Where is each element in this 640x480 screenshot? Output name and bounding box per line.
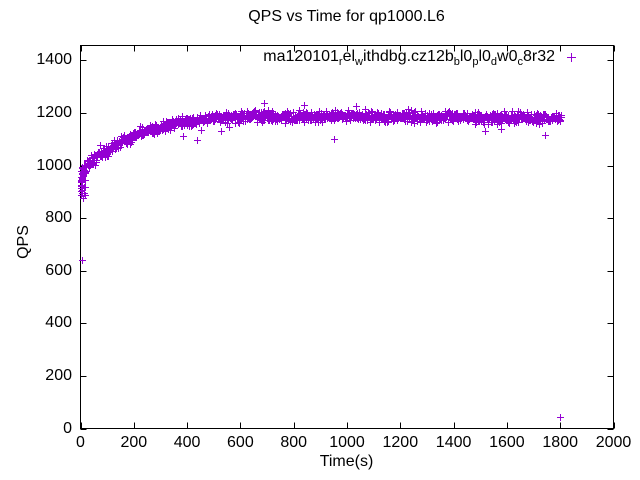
x-tick-label: 1800 — [542, 434, 578, 451]
y-tick-label: 0 — [63, 419, 72, 437]
x-tick-label: 1600 — [489, 434, 525, 451]
legend-text-segment: ma120101 — [263, 48, 339, 65]
legend-subscript: p — [472, 56, 479, 68]
legend-text-segment: l0 — [478, 48, 491, 65]
legend-text-segment: ithdbg.cz12b — [363, 48, 454, 65]
legend-text-segment: 8r32 — [522, 48, 555, 65]
plot-border-and-ticks — [80, 45, 615, 430]
chart-title: QPS vs Time for qp1000.L6 — [248, 8, 445, 25]
x-tick-label: 1000 — [329, 434, 365, 451]
x-tick-label: 2000 — [595, 434, 632, 451]
y-tick-label: 600 — [45, 261, 72, 279]
y-tick-label: 800 — [45, 209, 72, 227]
x-tick-label: 1200 — [382, 434, 419, 451]
legend-text-segment: l0 — [459, 48, 473, 65]
legend-text-segment: w0 — [497, 48, 518, 65]
y-tick-label: 1200 — [36, 104, 72, 122]
legend-subscript: c — [517, 56, 523, 68]
x-tick-label: 200 — [120, 434, 148, 451]
x-tick-label: 800 — [280, 434, 308, 451]
legend-text-segment: el — [342, 48, 356, 65]
legend-subscript: b — [453, 56, 460, 68]
scatter-points — [78, 100, 565, 421]
y-tick-label: 200 — [45, 366, 72, 384]
x-tick-label: 600 — [227, 434, 254, 451]
legend-subscript: w — [355, 56, 363, 68]
y-tick-label: 1000 — [36, 156, 72, 174]
x-axis-label: Time(s) — [319, 453, 374, 470]
legend-marker-plus-icon — [567, 53, 576, 62]
legend-subscript: r — [338, 56, 343, 68]
legend-subscript: d — [490, 56, 498, 68]
x-tick-label: 400 — [173, 434, 201, 451]
x-tick-label: 0 — [76, 434, 85, 451]
y-tick-label: 1400 — [36, 51, 72, 69]
y-tick-label: 400 — [45, 314, 72, 332]
x-tick-label: 1400 — [435, 434, 472, 451]
legend-label: ma120101relwithdbg.cz12bbl0pl0dw0c8r32 — [263, 48, 555, 68]
